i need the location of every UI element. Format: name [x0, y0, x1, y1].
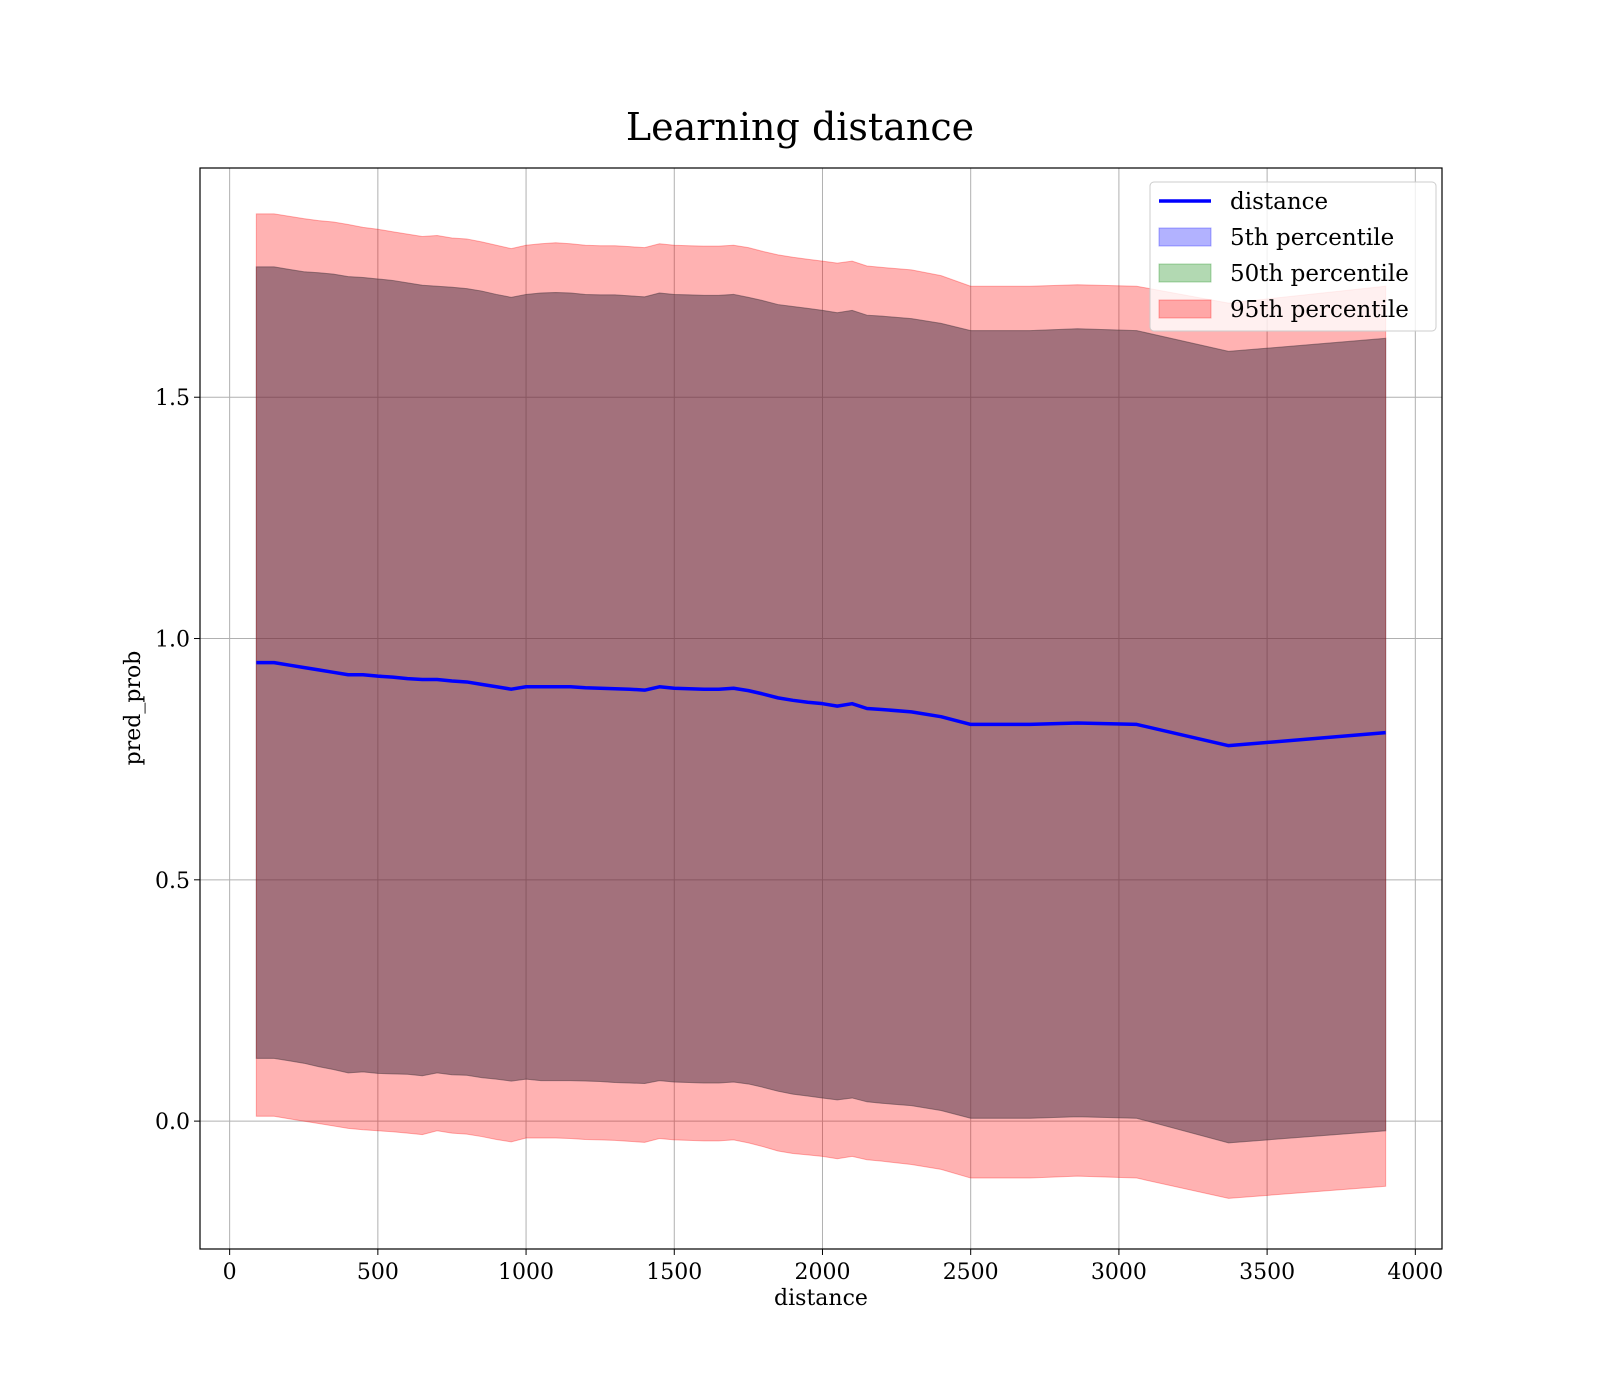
- x-tick-label: 4000: [1387, 1260, 1443, 1285]
- legend-label-95th-percentile: 95th percentile: [1230, 297, 1409, 323]
- y-tick-label: 1.5: [155, 386, 190, 411]
- x-tick-label: 0: [223, 1260, 237, 1285]
- plot-frame: [199, 167, 1443, 1250]
- y-tick-label: 0.5: [155, 869, 190, 894]
- y-tick-label: 1.0: [155, 628, 190, 653]
- x-tick-label: 1000: [498, 1260, 554, 1285]
- x-axis-ticks: 0 500 1000 1500 2000 2500 3000 3500 4000: [223, 1249, 1443, 1285]
- legend-swatch-5th-percentile: [1158, 227, 1212, 247]
- x-tick-label: 2500: [943, 1260, 999, 1285]
- legend-label-50th-percentile: 50th percentile: [1230, 261, 1409, 287]
- x-axis-label: distance: [774, 1286, 868, 1311]
- grid: [200, 168, 1442, 1249]
- y-axis-label: pred_prob: [121, 651, 146, 766]
- x-tick-label: 3500: [1239, 1260, 1295, 1285]
- legend-swatch-95th-percentile: [1158, 299, 1212, 319]
- chart-title: Learning distance: [626, 105, 974, 149]
- x-tick-label: 1500: [646, 1260, 702, 1285]
- legend-label-5th-percentile: 5th percentile: [1230, 225, 1394, 251]
- y-tick-label: 0.0: [155, 1110, 190, 1135]
- y-axis-ticks: 0.0 0.5 1.0 1.5: [155, 386, 200, 1135]
- x-tick-label: 3000: [1091, 1260, 1147, 1285]
- legend-label-distance: distance: [1230, 189, 1328, 215]
- percentile-bands: [255, 213, 1387, 1199]
- series-lines: [256, 660, 1386, 748]
- x-tick-label: 2000: [794, 1260, 850, 1285]
- legend-swatch-50th-percentile: [1158, 263, 1212, 283]
- legend-box: [1149, 181, 1437, 332]
- band-95th-percentile: [255, 213, 1387, 1199]
- series-line-distance: [256, 660, 1386, 748]
- legend: distance 5th percentile 50th percentile 95t…: [1149, 181, 1437, 332]
- x-tick-label: 500: [357, 1260, 399, 1285]
